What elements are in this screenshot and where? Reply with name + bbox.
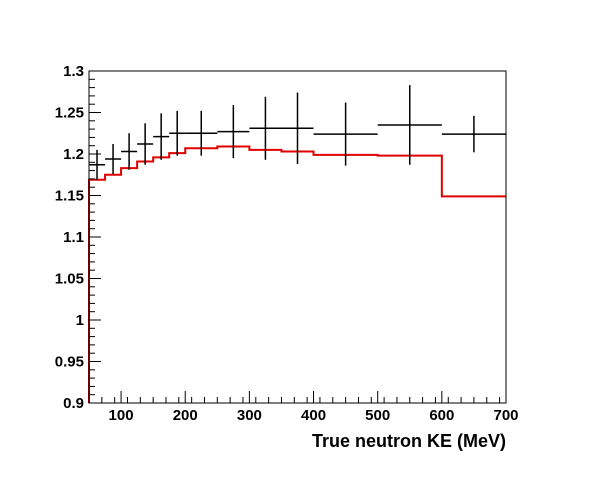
data-point bbox=[185, 110, 218, 156]
data-point bbox=[249, 96, 282, 160]
y-tick-label: 1.05 bbox=[55, 271, 84, 288]
data-point bbox=[217, 105, 250, 159]
y-tick-label: 0.95 bbox=[55, 354, 84, 371]
y-tick-label: 1.25 bbox=[55, 105, 84, 122]
x-tick-label: 500 bbox=[365, 407, 390, 424]
data-point bbox=[377, 85, 442, 165]
y-tick-label: 0.9 bbox=[63, 395, 84, 412]
x-tick-label: 200 bbox=[173, 407, 198, 424]
data-point bbox=[121, 133, 138, 170]
y-tick-label: 1.1 bbox=[63, 229, 84, 246]
x-axis-title: True neutron KE (MeV) bbox=[312, 431, 506, 451]
plot-frame bbox=[88, 70, 507, 404]
y-tick-label: 1.3 bbox=[63, 63, 84, 80]
data-point bbox=[153, 113, 170, 160]
axis-layer: 100 200 300 400 500 600 700 0.9 0.95 1 1.05 1.1 1.15… bbox=[55, 63, 519, 424]
data-point bbox=[313, 102, 378, 166]
data-point bbox=[105, 144, 122, 174]
x-tick-label: 700 bbox=[493, 407, 518, 424]
data-point bbox=[281, 92, 314, 164]
y-tick-label: 1.15 bbox=[55, 188, 84, 205]
data-point bbox=[441, 115, 506, 153]
x-tick-label: 600 bbox=[429, 407, 454, 424]
x-tick-label: 300 bbox=[237, 407, 262, 424]
data-point bbox=[137, 123, 154, 165]
data-point bbox=[89, 149, 106, 180]
data-point bbox=[169, 110, 186, 156]
x-tick-label: 400 bbox=[301, 407, 326, 424]
histogram-step-line bbox=[88, 145, 506, 403]
y-tick-label: 1 bbox=[76, 312, 84, 329]
x-tick-label: 100 bbox=[109, 407, 134, 424]
y-tick-label: 1.2 bbox=[63, 146, 84, 163]
histogram-layer bbox=[88, 145, 506, 403]
points-layer bbox=[89, 85, 506, 180]
